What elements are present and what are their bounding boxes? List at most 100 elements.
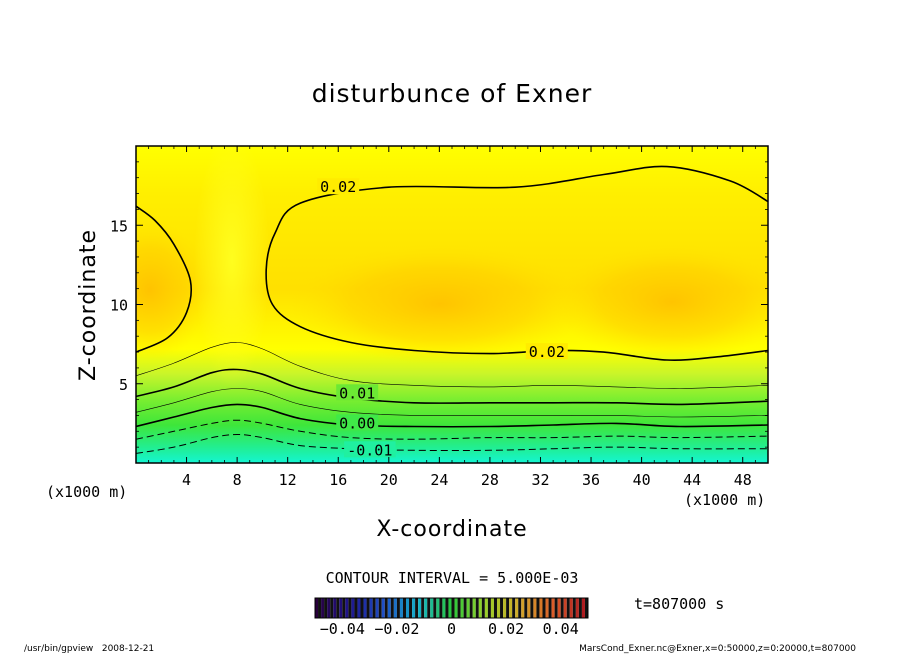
contour-label-bg bbox=[525, 343, 568, 360]
x-tick-label: 32 bbox=[531, 471, 549, 489]
x-axis-label: X-coordinate bbox=[376, 517, 527, 542]
colorbar-cell bbox=[396, 598, 400, 618]
colorbar-cell bbox=[484, 598, 488, 618]
colorbar-cell bbox=[430, 598, 434, 618]
colorbar-cell bbox=[557, 598, 561, 618]
contour-label: 0.00 bbox=[339, 414, 375, 432]
colorbar-cell bbox=[390, 598, 394, 618]
colorbar-cell bbox=[512, 598, 516, 618]
colorbar-cell bbox=[493, 598, 497, 618]
time-label: t=807000 s bbox=[634, 595, 724, 613]
x-tick-label: 28 bbox=[481, 471, 499, 489]
colorbar-cell bbox=[442, 598, 446, 618]
colorbar-cell bbox=[366, 598, 370, 618]
colorbar-cell bbox=[578, 598, 582, 618]
colorbar-cell bbox=[369, 598, 373, 618]
colorbar-cell bbox=[518, 598, 522, 618]
colorbar-cell bbox=[475, 598, 479, 618]
colorbar-cell bbox=[454, 598, 458, 618]
field-max-center bbox=[290, 244, 590, 364]
colorbar-cell bbox=[463, 598, 467, 618]
x-tick-label: 16 bbox=[329, 471, 347, 489]
colorbar-frame bbox=[314, 597, 589, 619]
colorbar-tick-label: 0 bbox=[447, 620, 456, 638]
colorbar-cell bbox=[560, 598, 564, 618]
colorbar-cell bbox=[354, 598, 358, 618]
colorbar-cell bbox=[506, 598, 510, 618]
x-unit-right: (x1000 m) bbox=[684, 491, 765, 509]
contour-labels: 0.02 0.02 0.01 0.00 -0.01 bbox=[317, 178, 568, 459]
colorbar-cell bbox=[533, 598, 537, 618]
colorbar bbox=[314, 597, 589, 619]
colorbar-cell bbox=[472, 598, 476, 618]
colorbar-tick-label: −0.02 bbox=[374, 620, 419, 638]
colorbar-cell bbox=[372, 598, 376, 618]
contour-line bbox=[136, 342, 768, 389]
colorbar-cell bbox=[551, 598, 555, 618]
colorbar-cell bbox=[375, 598, 379, 618]
footer-left: /usr/bin/gpview 2008-12-21 bbox=[24, 644, 154, 654]
colorbar-cell bbox=[487, 598, 491, 618]
contour-label: 0.02 bbox=[529, 343, 565, 361]
colorbar-cell bbox=[575, 598, 579, 618]
colorbar-ticks: −0.04 −0.02 0 0.02 0.04 bbox=[320, 620, 579, 638]
colorbar-cell bbox=[427, 598, 431, 618]
colorbar-cell bbox=[490, 598, 494, 618]
colorbar-cell bbox=[324, 598, 328, 618]
colorbar-cell bbox=[421, 598, 425, 618]
colorbar-cell bbox=[339, 598, 343, 618]
colorbar-cell bbox=[327, 598, 331, 618]
contour-label: -0.01 bbox=[347, 441, 392, 459]
colorbar-cell bbox=[360, 598, 364, 618]
y-axis: 5 10 15 bbox=[110, 161, 768, 448]
x-tick-label: 44 bbox=[683, 471, 701, 489]
colorbar-cell bbox=[348, 598, 352, 618]
x-tick-label: 20 bbox=[380, 471, 398, 489]
colorbar-cell bbox=[469, 598, 473, 618]
contour-line bbox=[265, 165, 768, 361]
colorbar-cell bbox=[415, 598, 419, 618]
colorbar-cell bbox=[418, 598, 422, 618]
colorbar-tick-label: 0.04 bbox=[543, 620, 579, 638]
colorbar-cell bbox=[542, 598, 546, 618]
field-ridge bbox=[194, 146, 270, 390]
colorbar-tick-label: −0.04 bbox=[320, 620, 365, 638]
colorbar-cell bbox=[436, 598, 440, 618]
colorbar-cell bbox=[378, 598, 382, 618]
chart-title: disturbunce of Exner bbox=[312, 79, 593, 108]
colorbar-cell bbox=[318, 598, 322, 618]
colorbar-cell bbox=[381, 598, 385, 618]
contour-label-bg bbox=[317, 178, 360, 195]
colorbar-cell bbox=[457, 598, 461, 618]
colorbar-cell bbox=[500, 598, 504, 618]
contour-label-bg bbox=[344, 441, 396, 458]
colorbar-cell bbox=[545, 598, 549, 618]
colorbar-cell bbox=[387, 598, 391, 618]
colorbar-cell bbox=[521, 598, 525, 618]
colorbar-cell bbox=[530, 598, 534, 618]
contour-line bbox=[136, 205, 193, 353]
y-tick-label: 15 bbox=[110, 217, 128, 235]
y-tick-label: 10 bbox=[110, 297, 128, 315]
footer-right: MarsCond_Exner.nc@Exner,x=0:50000,z=0:20… bbox=[579, 644, 856, 654]
contour-label-bg bbox=[336, 384, 379, 401]
x-tick-label: 48 bbox=[734, 471, 752, 489]
colorbar-cell bbox=[445, 598, 449, 618]
contour-label-bg bbox=[336, 414, 379, 431]
colorbar-cell bbox=[439, 598, 443, 618]
x-tick-label: 40 bbox=[633, 471, 651, 489]
y-tick-label: 5 bbox=[119, 376, 128, 394]
colorbar-tick-label: 0.02 bbox=[488, 620, 524, 638]
colorbar-cell bbox=[566, 598, 570, 618]
colorbar-cell bbox=[345, 598, 349, 618]
colorbar-cell bbox=[342, 598, 346, 618]
x-tick-label: 24 bbox=[430, 471, 448, 489]
contour-interval-label: CONTOUR INTERVAL = 5.000E-03 bbox=[326, 569, 579, 587]
colorbar-cell bbox=[451, 598, 455, 618]
x-tick-label: 12 bbox=[279, 471, 297, 489]
x-tick-label: 36 bbox=[582, 471, 600, 489]
colorbar-cell bbox=[539, 598, 543, 618]
colorbar-cell bbox=[393, 598, 397, 618]
field-max-right bbox=[552, 244, 768, 360]
